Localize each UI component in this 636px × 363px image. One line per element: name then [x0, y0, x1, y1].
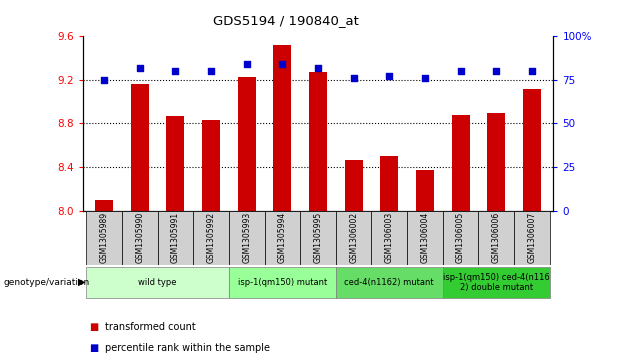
Text: GSM1305989: GSM1305989: [100, 212, 109, 263]
Text: GSM1305993: GSM1305993: [242, 212, 251, 264]
Text: GSM1305994: GSM1305994: [278, 212, 287, 264]
FancyBboxPatch shape: [514, 211, 550, 265]
Point: [491, 68, 501, 74]
Text: GSM1306007: GSM1306007: [527, 212, 536, 264]
FancyBboxPatch shape: [193, 211, 229, 265]
Text: genotype/variation: genotype/variation: [3, 278, 90, 287]
Bar: [202, 120, 220, 211]
Text: transformed count: transformed count: [105, 322, 196, 332]
Bar: [167, 116, 184, 211]
Bar: [452, 115, 469, 211]
FancyBboxPatch shape: [371, 211, 407, 265]
Bar: [380, 156, 398, 211]
Bar: [523, 89, 541, 211]
Text: GDS5194 / 190840_at: GDS5194 / 190840_at: [213, 15, 359, 28]
FancyBboxPatch shape: [300, 211, 336, 265]
Bar: [238, 77, 256, 211]
Bar: [95, 200, 113, 211]
Bar: [487, 113, 505, 211]
Text: percentile rank within the sample: percentile rank within the sample: [105, 343, 270, 354]
Point: [455, 68, 466, 74]
Point: [242, 61, 252, 67]
Text: GSM1305991: GSM1305991: [171, 212, 180, 263]
FancyBboxPatch shape: [478, 211, 514, 265]
Text: GSM1306002: GSM1306002: [349, 212, 358, 263]
Text: GSM1306005: GSM1306005: [456, 212, 465, 264]
FancyBboxPatch shape: [443, 211, 478, 265]
Bar: [273, 45, 291, 211]
Text: ■: ■: [89, 343, 99, 354]
Point: [135, 65, 145, 70]
Bar: [309, 72, 327, 211]
Point: [527, 68, 537, 74]
FancyBboxPatch shape: [229, 211, 265, 265]
Text: GSM1306004: GSM1306004: [420, 212, 429, 264]
Text: GSM1305990: GSM1305990: [135, 212, 144, 264]
Text: isp-1(qm150) mutant: isp-1(qm150) mutant: [238, 278, 327, 287]
FancyBboxPatch shape: [443, 267, 550, 298]
Bar: [416, 170, 434, 211]
Text: isp-1(qm150) ced-4(n116
2) double mutant: isp-1(qm150) ced-4(n116 2) double mutant: [443, 273, 550, 292]
FancyBboxPatch shape: [86, 267, 229, 298]
Text: GSM1305992: GSM1305992: [207, 212, 216, 263]
Point: [277, 61, 287, 67]
Text: wild type: wild type: [138, 278, 177, 287]
Text: ▶: ▶: [78, 277, 86, 287]
Point: [420, 75, 430, 81]
Text: ced-4(n1162) mutant: ced-4(n1162) mutant: [345, 278, 434, 287]
FancyBboxPatch shape: [229, 267, 336, 298]
Point: [313, 65, 323, 70]
FancyBboxPatch shape: [336, 267, 443, 298]
FancyBboxPatch shape: [336, 211, 371, 265]
FancyBboxPatch shape: [158, 211, 193, 265]
FancyBboxPatch shape: [122, 211, 158, 265]
Point: [170, 68, 181, 74]
Text: GSM1305995: GSM1305995: [314, 212, 322, 264]
Point: [349, 75, 359, 81]
Point: [99, 77, 109, 83]
FancyBboxPatch shape: [86, 211, 122, 265]
FancyBboxPatch shape: [265, 211, 300, 265]
Point: [384, 73, 394, 79]
Point: [206, 68, 216, 74]
Text: GSM1306006: GSM1306006: [492, 212, 501, 264]
FancyBboxPatch shape: [407, 211, 443, 265]
Text: ■: ■: [89, 322, 99, 332]
Bar: [345, 160, 363, 211]
Text: GSM1306003: GSM1306003: [385, 212, 394, 264]
Bar: [131, 84, 149, 211]
